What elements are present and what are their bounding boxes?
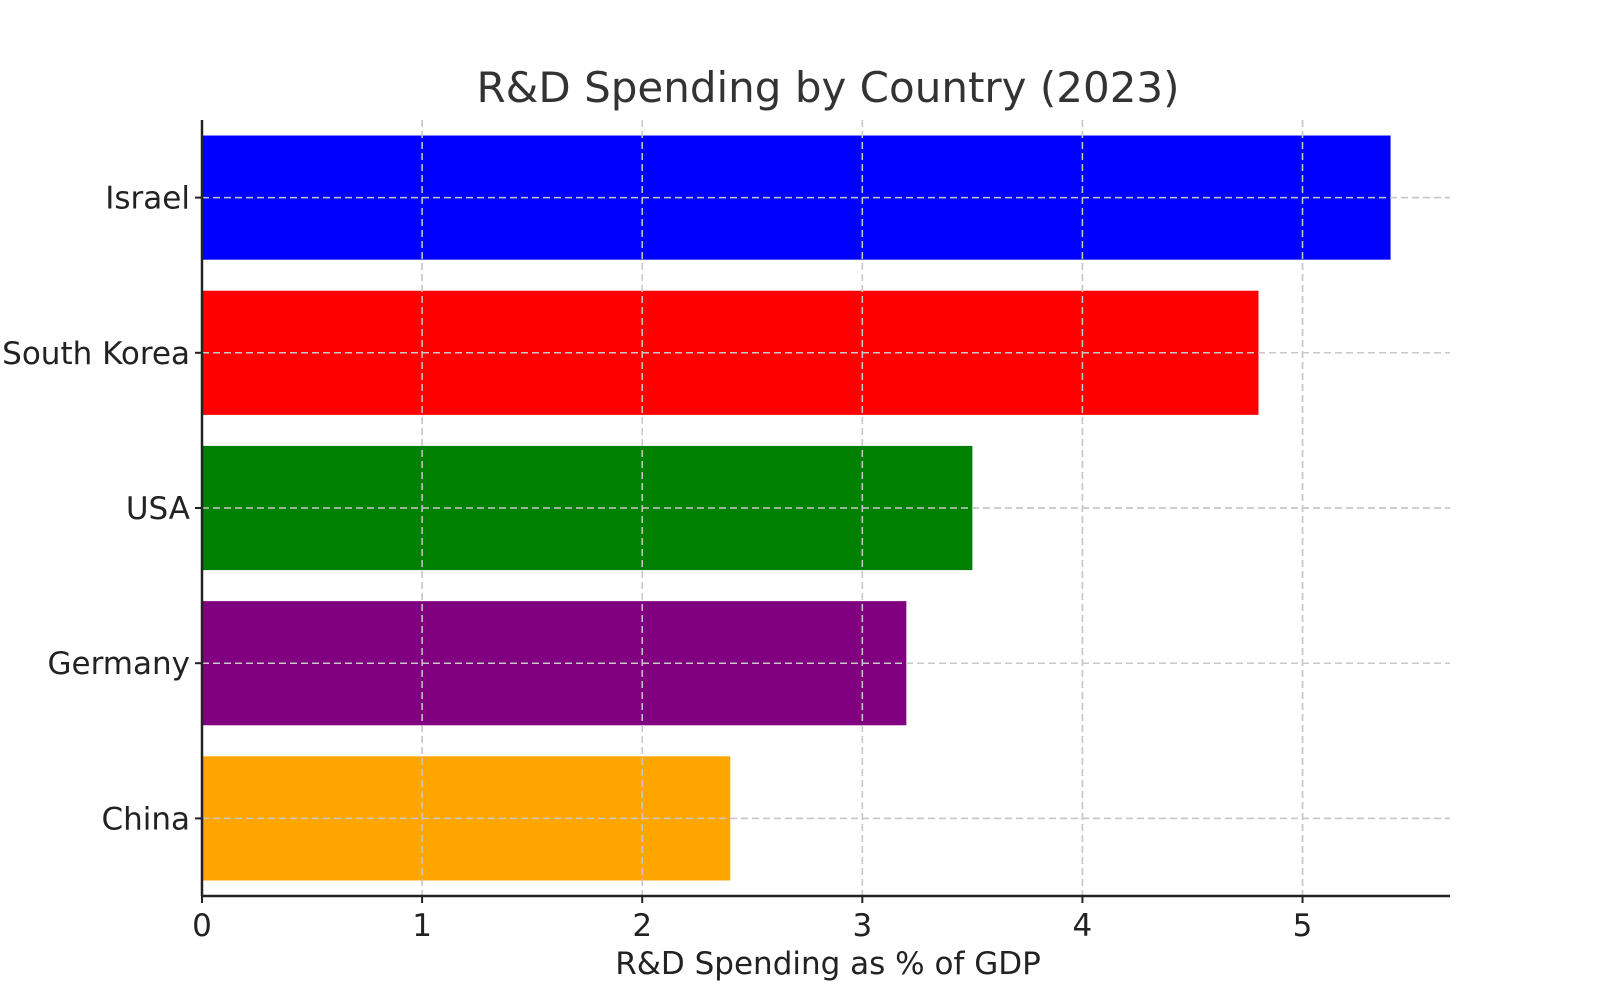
y-tick-label: China bbox=[101, 801, 190, 837]
x-tick-labels: 0 1 2 3 4 5 bbox=[192, 908, 1312, 944]
y-tick-labels: Israel South Korea USA Germany China bbox=[2, 181, 190, 838]
y-tick-label: South Korea bbox=[2, 336, 190, 372]
x-tick-label: 5 bbox=[1293, 908, 1313, 944]
grid-overlay bbox=[202, 120, 1450, 896]
chart-title: R&D Spending by Country (2023) bbox=[476, 63, 1179, 112]
x-tick-label: 0 bbox=[192, 908, 212, 944]
x-tick-label: 2 bbox=[632, 908, 652, 944]
y-tick-label: Germany bbox=[48, 646, 190, 682]
x-tick-label: 3 bbox=[852, 908, 872, 944]
y-tick-label: Israel bbox=[105, 181, 190, 217]
axes-layer bbox=[195, 120, 1450, 903]
x-tick-label: 1 bbox=[412, 908, 432, 944]
x-tick-label: 4 bbox=[1073, 908, 1093, 944]
y-tick-label: USA bbox=[126, 491, 190, 527]
x-axis-label: R&D Spending as % of GDP bbox=[615, 946, 1041, 982]
